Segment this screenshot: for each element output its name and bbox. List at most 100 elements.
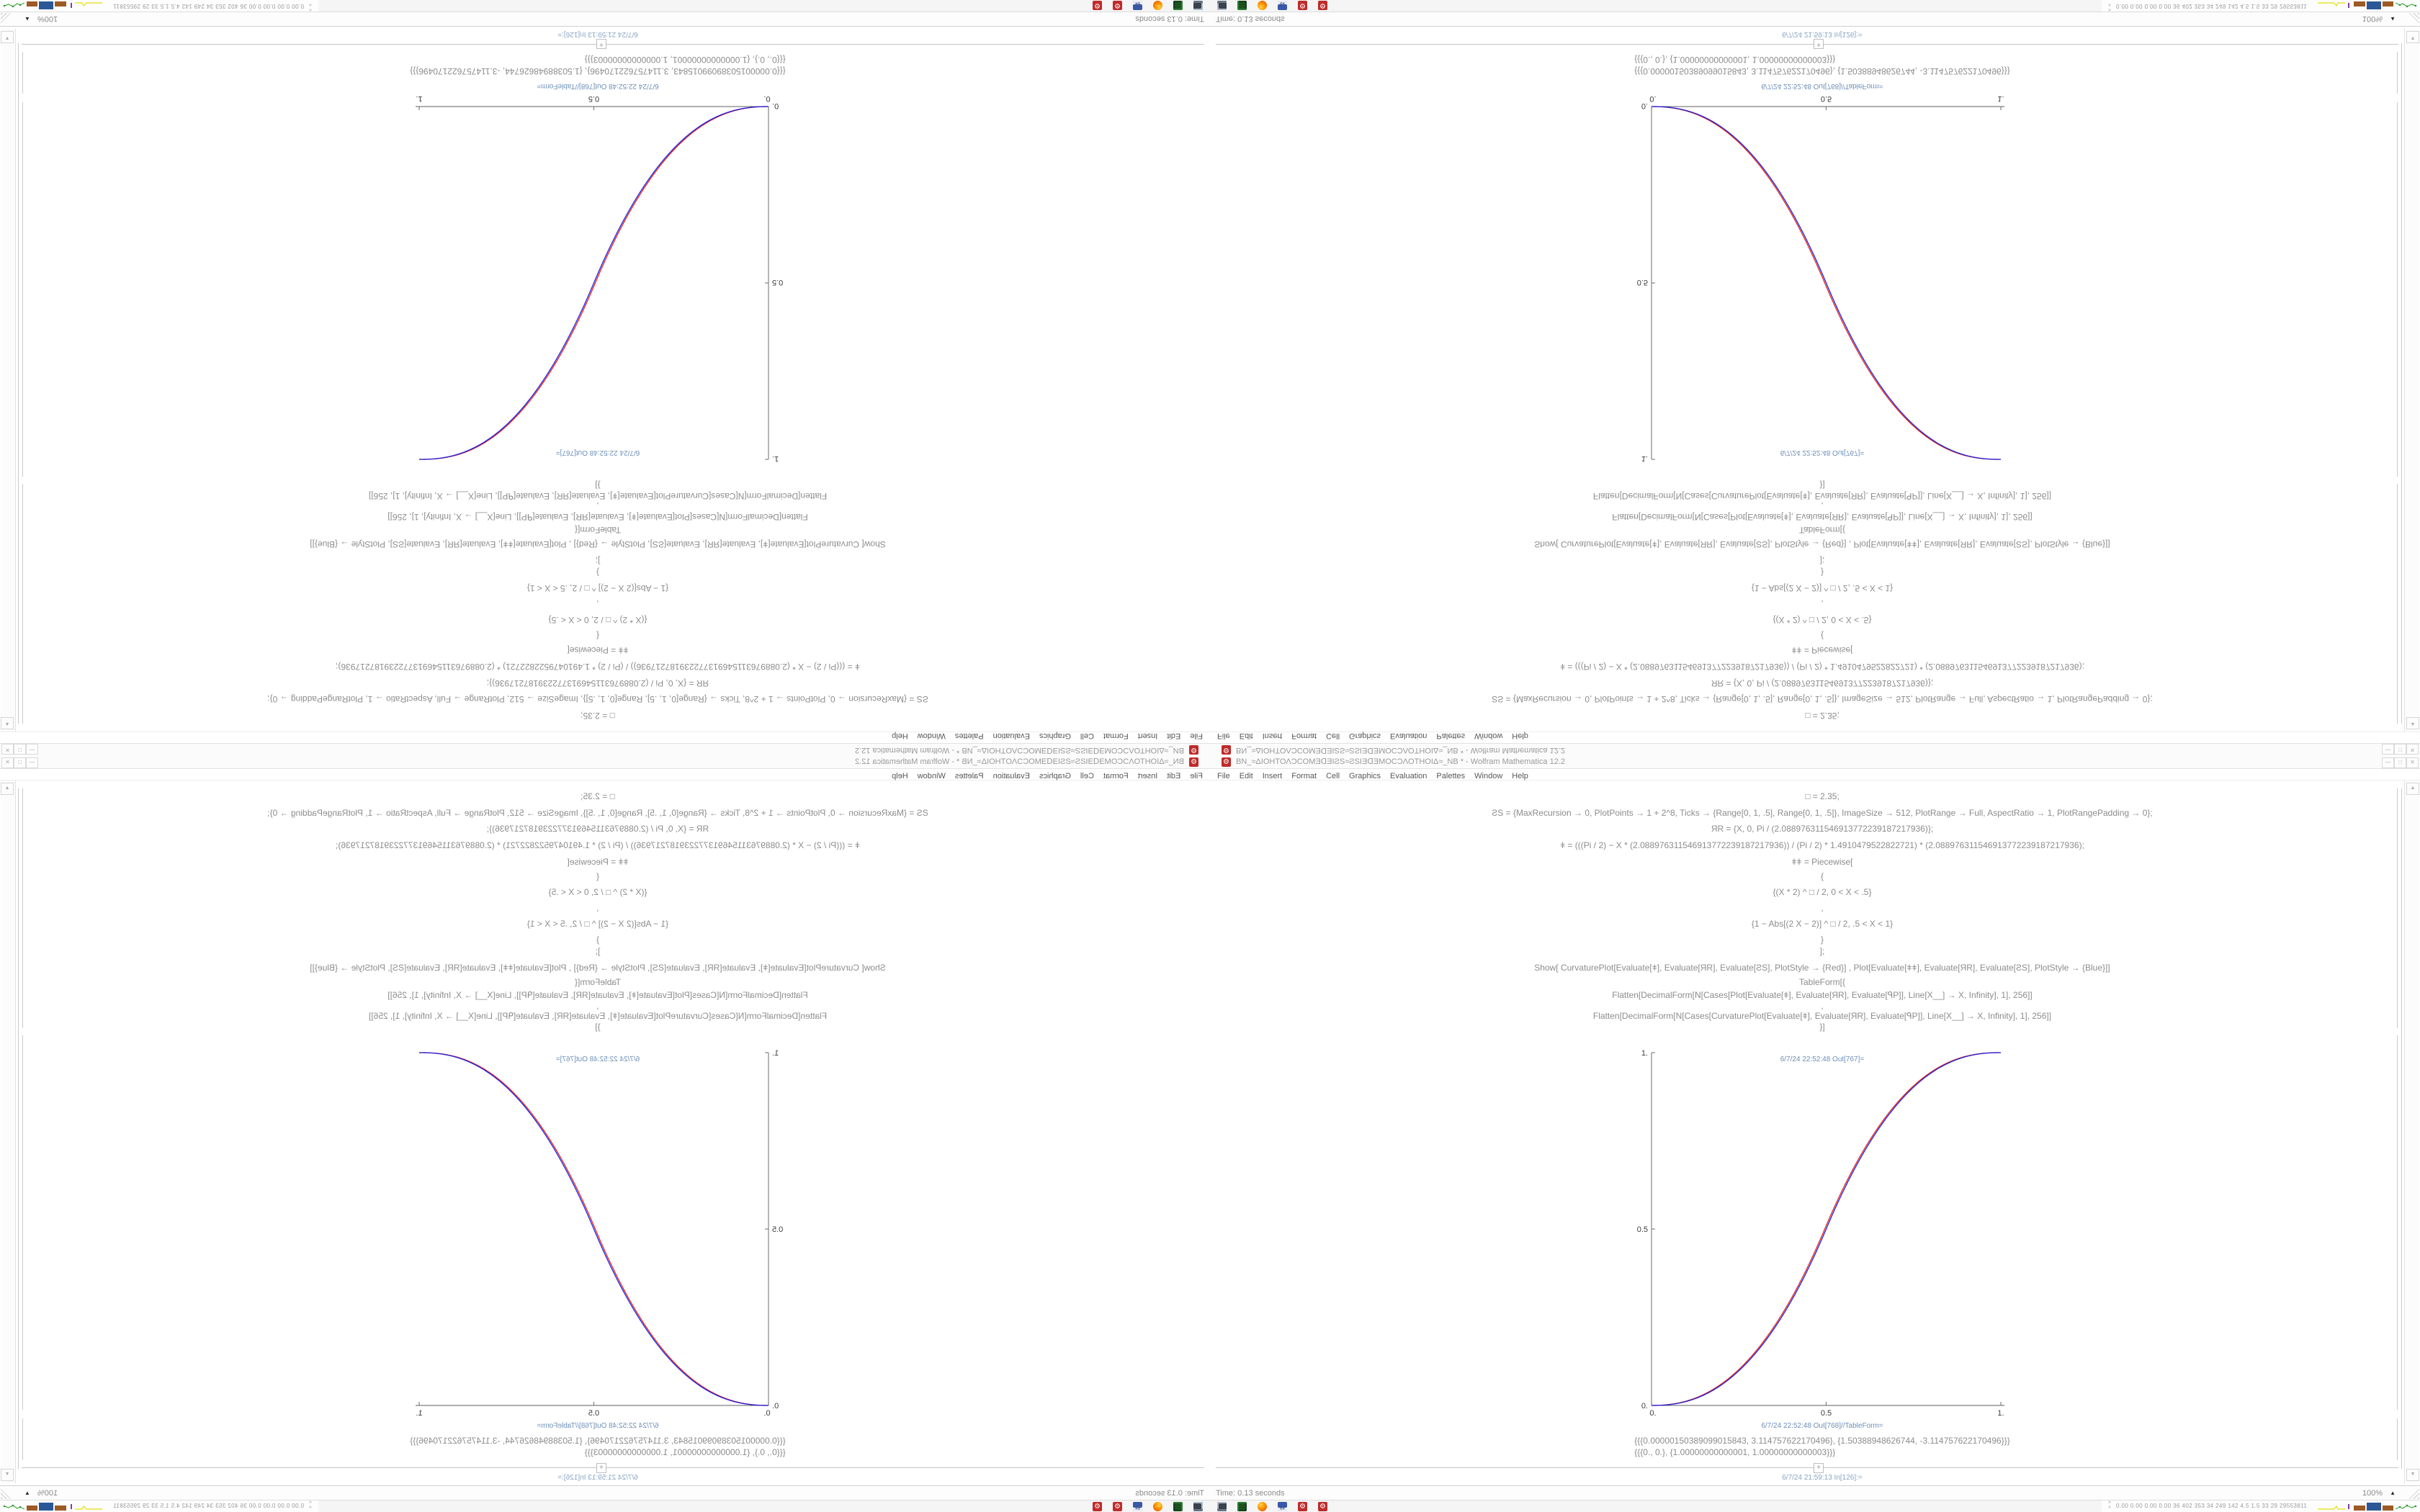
magnification-value[interactable]: 100% [2362,1489,2383,1498]
cell-bracket-plot-output[interactable] [2397,1035,2398,1410]
mathematica-icon-2[interactable]: ⚙ [1318,1502,1327,1511]
title-bar[interactable]: ⚙ BN_≈ΔIOHTOΛƆCOMƎᗡƎIƧS≈ƧSIƎᗡƎMOCƆΛOTHOI… [0,743,1210,756]
input-code-line-13[interactable]: TableForm[{ [1798,525,1846,535]
cell-bracket-input-group[interactable] [2397,484,2398,724]
vertical-scrollbar[interactable]: ▲ ▼ [1,29,16,732]
cell-insertion-bar[interactable] [1216,1467,2398,1468]
cell-bracket-input-group[interactable] [22,484,23,724]
menu-help[interactable]: Help [1512,732,1528,740]
input-code-line-5[interactable]: ǂǂ = Piecewise[ [567,645,629,655]
input-code-line-11[interactable]: ]; [595,556,601,566]
cell-bracket-input-group[interactable] [22,788,23,1028]
system-monitor-icon[interactable] [1193,1,1203,10]
minimize-button[interactable]: — [26,757,38,768]
input-code-line-3[interactable]: ЯR = {X, 0, Pi / (2.08897631154691377223… [1711,678,1934,688]
window-resize-grip[interactable] [1,1488,12,1499]
cell-bracket-plot-output[interactable] [22,102,23,477]
cell-bracket-table-output[interactable] [22,52,23,94]
maximize-button[interactable]: □ [2394,757,2406,768]
tray-expander-icon[interactable]: ^ ^ [309,1501,312,1511]
menu-evaluation[interactable]: Evaluation [1390,732,1428,740]
floppy-64-icon[interactable]: 64 [1133,1,1142,10]
menu-palettes[interactable]: Palettes [1436,772,1466,780]
input-code-line-17[interactable]: }] [1819,480,1825,490]
menu-window[interactable]: Window [1474,772,1503,780]
scroll-down-arrow-icon[interactable]: ▼ [1,31,14,43]
input-code-line-16[interactable]: Flatten[DecimalForm[N[Cases[CurvaturePlo… [368,491,828,501]
input-code-line-10[interactable]: } [596,567,600,577]
close-button[interactable]: ✕ [2406,744,2419,755]
menu-palettes[interactable]: Palettes [1436,732,1466,740]
input-code-line-2[interactable]: ƧS = {MaxRecursion → 0, PlotPoints → 1 +… [267,694,928,704]
green-app-icon[interactable] [1173,1,1183,10]
input-code-line-11[interactable]: ]; [1819,556,1825,566]
menu-cell[interactable]: Cell [1326,732,1340,740]
cell-bracket-table-output[interactable] [2397,1418,2398,1460]
cell-insertion-bar[interactable] [1216,44,2398,45]
cell-insertion-bar[interactable] [22,44,1204,45]
menu-cell[interactable]: Cell [1326,772,1340,780]
menu-graphics[interactable]: Graphics [1349,732,1381,740]
input-code-line-10[interactable]: } [1820,567,1824,577]
menu-format[interactable]: Format [1291,732,1317,740]
input-code-line-9[interactable]: {1 − Abs[(2 X − 2)] ^ □ / 2, .5 < X < 1} [526,583,669,593]
cell-bracket-plot-output[interactable] [2397,102,2398,477]
menu-palettes[interactable]: Palettes [954,732,984,740]
title-bar[interactable]: ⚙ BN_≈ΔIOHTOΛƆCOMƎᗡƎIƧS≈ƧSIƎᗡƎMOCƆΛOTHOI… [1210,743,2420,756]
cell-bracket-outer-group[interactable] [18,788,19,1469]
input-code-line-4[interactable]: ǂ = (((Pi / 2) − X * (2.0889763115469137… [336,840,860,850]
scroll-up-arrow-icon[interactable]: ▲ [2406,783,2419,795]
mathematica-icon-1[interactable]: ⚙ [1298,1,1307,10]
input-code-line-1[interactable]: □ = 2.35; [1805,791,1839,801]
input-code-line-16[interactable]: Flatten[DecimalForm[N[Cases[CurvaturePlo… [368,1011,828,1021]
menu-file[interactable]: File [1217,732,1230,740]
menu-insert[interactable]: Insert [1262,772,1283,780]
input-code-line-4[interactable]: ǂ = (((Pi / 2) − X * (2.0889763115469137… [336,662,860,672]
green-app-icon[interactable] [1237,1,1247,10]
input-code-line-13[interactable]: TableForm[{ [574,525,622,535]
maximize-button[interactable]: □ [14,744,26,755]
floppy-64-icon[interactable]: 64 [1133,1502,1142,1511]
title-bar[interactable]: ⚙ BN_≈ΔIOHTOΛƆCOMƎᗡƎIƧS≈ƧSIƎᗡƎMOCƆΛOTHOI… [1210,756,2420,769]
input-code-line-15[interactable]: , [1821,501,1824,511]
input-code-line-15[interactable]: , [596,501,599,511]
menu-graphics[interactable]: Graphics [1039,732,1071,740]
minimize-button[interactable]: — [2382,744,2394,755]
cell-insert-plus-button[interactable]: + [1814,1463,1824,1473]
menu-help[interactable]: Help [892,732,908,740]
input-code-line-9[interactable]: {1 − Abs[(2 X − 2)] ^ □ / 2, .5 < X < 1} [1751,919,1894,929]
input-code-line-14[interactable]: Flatten[DecimalForm[N[Cases[Plot[Evaluat… [1612,512,2033,522]
input-code-line-16[interactable]: Flatten[DecimalForm[N[Cases[CurvaturePlo… [1592,491,2052,501]
input-code-line-10[interactable]: } [596,935,600,945]
input-code-line-10[interactable]: } [1820,935,1824,945]
mathematica-icon-2[interactable]: ⚙ [1093,1,1102,10]
input-code-line-3[interactable]: ЯR = {X, 0, Pi / (2.08897631154691377223… [486,678,709,688]
system-monitor-icon[interactable] [1193,1502,1203,1511]
input-code-line-12[interactable]: Show[ CurvaturePlot[Evaluate[ǂ], Evaluat… [310,963,886,973]
title-bar[interactable]: ⚙ BN_≈ΔIOHTOΛƆCOMƎᗡƎIƧS≈ƧSIƎᗡƎMOCƆΛOTHOI… [0,756,1210,769]
input-code-line-4[interactable]: ǂ = (((Pi / 2) − X * (2.0889763115469137… [1560,662,2084,672]
input-code-line-17[interactable]: }] [595,1022,601,1032]
floppy-64-icon[interactable]: 64 [1278,1,1287,10]
menu-evaluation[interactable]: Evaluation [1390,772,1428,780]
input-code-line-11[interactable]: ]; [595,946,601,956]
window-resize-grip[interactable] [2408,13,2419,24]
input-code-line-3[interactable]: ЯR = {X, 0, Pi / (2.08897631154691377223… [486,824,709,834]
input-code-line-1[interactable]: □ = 2.35; [581,711,615,721]
menu-file[interactable]: File [1190,732,1203,740]
system-monitor-icon[interactable] [1217,1,1227,10]
magnification-dropdown-icon[interactable]: ▲ [24,1490,30,1496]
vertical-scrollbar[interactable]: ▲ ▼ [1,780,16,1483]
vertical-scrollbar[interactable]: ▲ ▼ [2404,29,2419,732]
input-code-line-6[interactable]: { [1820,631,1824,641]
scroll-up-arrow-icon[interactable]: ▲ [2406,717,2419,729]
cell-insert-plus-button[interactable]: + [596,1463,606,1473]
input-code-line-2[interactable]: ƧS = {MaxRecursion → 0, PlotPoints → 1 +… [1492,694,2153,704]
cell-bracket-outer-group[interactable] [2401,788,2402,1469]
tray-expander-icon[interactable]: ^ ^ [2108,1501,2111,1511]
input-code-line-17[interactable]: }] [595,480,601,490]
input-code-line-8[interactable]: , [596,903,599,913]
input-code-line-11[interactable]: ]; [1819,946,1825,956]
input-code-line-5[interactable]: ǂǂ = Piecewise[ [1791,645,1853,655]
mathematica-icon-2[interactable]: ⚙ [1093,1502,1102,1511]
